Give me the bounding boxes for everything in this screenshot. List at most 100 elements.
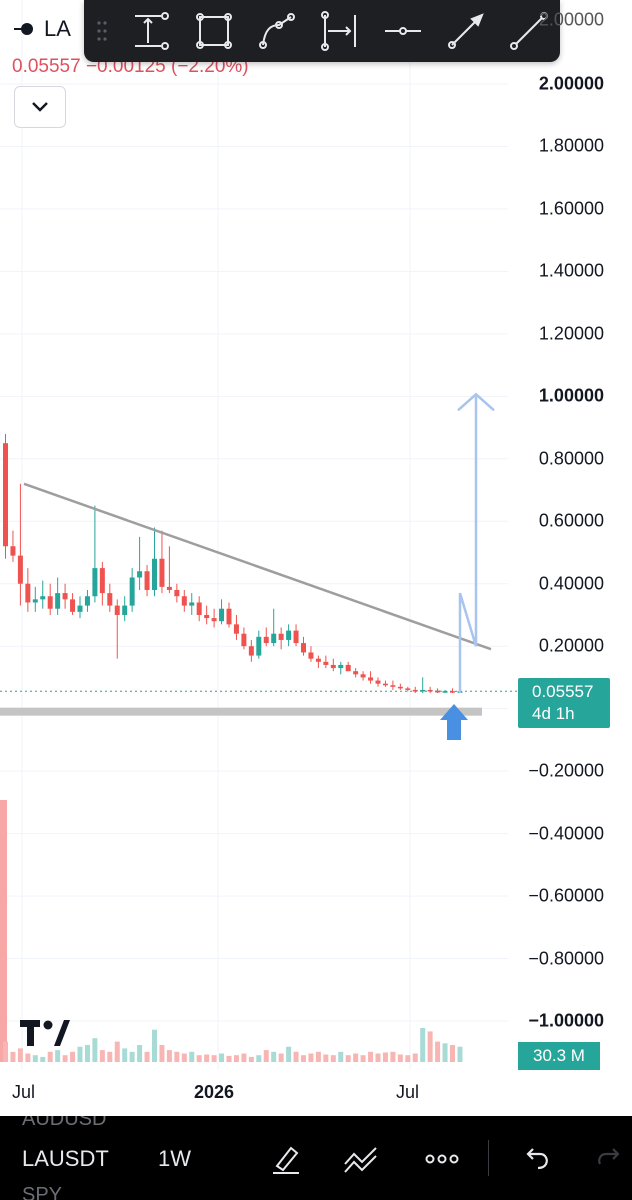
tradingview-logo-icon bbox=[20, 1020, 70, 1051]
volume-bar bbox=[286, 1046, 292, 1062]
volume-bar bbox=[330, 1055, 336, 1062]
y-axis-label: 2.00000 bbox=[538, 73, 604, 94]
candle-body bbox=[84, 596, 90, 606]
candle-body bbox=[248, 646, 254, 656]
rectangle-icon[interactable] bbox=[183, 0, 246, 62]
candle-body bbox=[226, 608, 232, 625]
candle-body bbox=[189, 602, 195, 606]
toolbar-grip-icon[interactable] bbox=[84, 20, 120, 42]
candle-body bbox=[196, 602, 202, 615]
candle-body bbox=[47, 596, 53, 609]
candle-body bbox=[211, 618, 217, 622]
y-axis-label: 0.40000 bbox=[538, 573, 604, 594]
volume-bar bbox=[107, 1051, 113, 1062]
candle-body bbox=[166, 586, 172, 590]
y-axis-label: −0.60000 bbox=[528, 885, 604, 906]
volume-bar bbox=[278, 1053, 284, 1062]
candle-body bbox=[32, 599, 38, 603]
interval-selector[interactable]: 1W bbox=[158, 1146, 191, 1171]
volume-bar bbox=[390, 1051, 396, 1062]
y-axis-label: 0.80000 bbox=[538, 448, 604, 469]
volume-bar bbox=[25, 1053, 31, 1062]
volume-bars bbox=[3, 1028, 463, 1062]
candle-body bbox=[323, 661, 329, 665]
x-axis-label-2026: 2026 bbox=[194, 1082, 235, 1102]
y-axis-label: 1.60000 bbox=[538, 198, 604, 219]
buy-arrow-icon bbox=[440, 704, 468, 740]
candle-body bbox=[144, 571, 150, 590]
volume-bar bbox=[308, 1053, 314, 1062]
volume-bar bbox=[122, 1048, 128, 1062]
drawing-toolbar[interactable] bbox=[84, 0, 560, 62]
left-volume-bar bbox=[0, 800, 7, 1062]
volume-bar bbox=[323, 1054, 329, 1062]
candle-body bbox=[62, 593, 68, 600]
vertical-range-icon[interactable] bbox=[120, 0, 183, 62]
candle-body bbox=[99, 568, 105, 594]
horizontal-ray-icon[interactable] bbox=[371, 0, 434, 62]
candle-body bbox=[122, 605, 128, 615]
volume-bar bbox=[99, 1050, 105, 1062]
drawings[interactable] bbox=[0, 392, 518, 740]
y-axis-label: 0.20000 bbox=[538, 635, 604, 656]
scroll-symbol-below[interactable]: SPY bbox=[22, 1184, 63, 1200]
candle-body bbox=[353, 671, 359, 675]
date-range-icon[interactable] bbox=[309, 0, 372, 62]
candle-body bbox=[233, 624, 239, 634]
candle-body bbox=[278, 633, 284, 640]
arrow-icon[interactable] bbox=[434, 0, 497, 62]
pen-icon[interactable] bbox=[264, 1140, 308, 1178]
volume-bar bbox=[144, 1051, 150, 1062]
candle-body bbox=[219, 608, 225, 622]
volume-bar bbox=[338, 1051, 344, 1062]
volume-bar bbox=[77, 1046, 83, 1062]
scroll-symbol-above[interactable]: AUDUSD bbox=[22, 1116, 107, 1130]
y-axis-label: −0.80000 bbox=[528, 948, 604, 969]
candle-body bbox=[382, 683, 388, 686]
volume-bar bbox=[166, 1050, 172, 1062]
drawing-tools-icon[interactable] bbox=[340, 1140, 384, 1178]
volume-bar bbox=[211, 1055, 217, 1062]
candle-body bbox=[55, 593, 61, 609]
volume-bar bbox=[196, 1055, 202, 1062]
volume-bar bbox=[189, 1051, 195, 1062]
volume-bar bbox=[293, 1051, 299, 1062]
y-axis-label-partial: 2.00000 bbox=[538, 9, 604, 30]
volume-bar bbox=[233, 1055, 239, 1062]
y-axis-label: −1.00000 bbox=[528, 1010, 604, 1031]
collapse-legend-button[interactable] bbox=[14, 86, 66, 128]
candle-body bbox=[412, 689, 418, 692]
candle-body bbox=[129, 577, 135, 606]
trend-line-icon[interactable] bbox=[497, 0, 560, 62]
redo-icon[interactable] bbox=[588, 1140, 632, 1178]
candle-body bbox=[315, 658, 321, 662]
volume-tag: 30.3 M bbox=[518, 1042, 600, 1070]
volume-bar bbox=[174, 1051, 180, 1062]
volume-bar bbox=[263, 1050, 269, 1062]
y-axis-label: 1.40000 bbox=[538, 260, 604, 281]
volume-bar bbox=[241, 1053, 247, 1062]
volume-bar bbox=[181, 1053, 187, 1062]
projection-path bbox=[458, 396, 478, 694]
candle-body bbox=[301, 643, 306, 653]
candle-body bbox=[271, 633, 277, 644]
volume-bar bbox=[271, 1051, 277, 1062]
more-icon[interactable] bbox=[420, 1140, 464, 1178]
volume-bar bbox=[47, 1051, 53, 1062]
candle-body bbox=[390, 685, 396, 687]
symbol-selector[interactable]: LAUSDT bbox=[22, 1146, 109, 1171]
candle-body bbox=[368, 677, 374, 681]
symbol-header[interactable]: LA bbox=[14, 12, 71, 46]
candle-body bbox=[286, 630, 292, 640]
volume-bar bbox=[457, 1046, 463, 1062]
volume-bar bbox=[10, 1051, 16, 1062]
undo-icon[interactable] bbox=[514, 1140, 558, 1178]
candle-body bbox=[10, 546, 16, 556]
volume-bar bbox=[405, 1055, 411, 1062]
candle-body bbox=[256, 636, 262, 656]
volume-bar bbox=[219, 1053, 225, 1062]
path-icon[interactable] bbox=[246, 0, 309, 62]
volume-bar bbox=[137, 1045, 143, 1062]
volume-bar bbox=[40, 1056, 46, 1062]
